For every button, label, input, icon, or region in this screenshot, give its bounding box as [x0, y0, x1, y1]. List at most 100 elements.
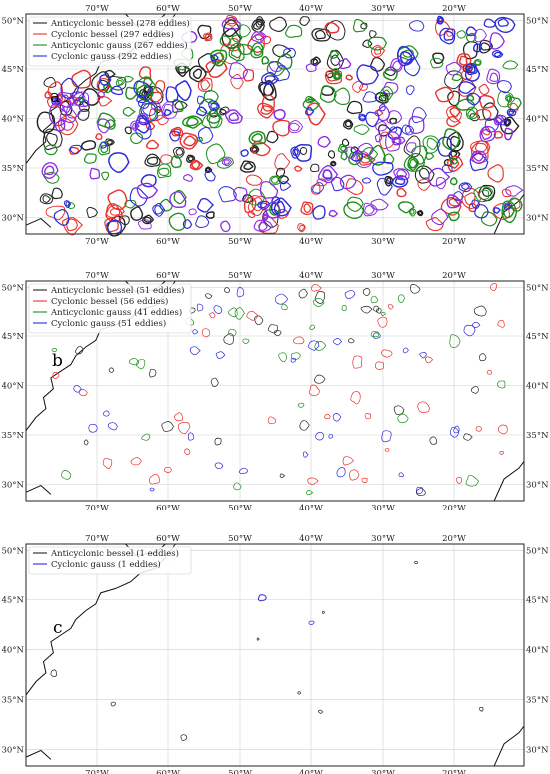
- eddy-overlap-purple: [445, 61, 462, 76]
- legend-label: Cyclonic bessel (56 eddies): [51, 296, 168, 307]
- eddy-anticyclonic-gauss: [44, 144, 58, 156]
- eddy-overlap-purple: [55, 91, 75, 113]
- eddy-cyclonic-bessel: [96, 77, 110, 92]
- eddy-anticyclonic-gauss: [478, 189, 490, 200]
- eddy-overlap-purple: [322, 169, 333, 181]
- y-tick-label: 30°N: [526, 214, 549, 224]
- eddy-anticyclonic-gauss: [266, 60, 286, 77]
- eddy-cyclonic-gauss: [279, 181, 292, 191]
- coastline: [25, 218, 52, 228]
- x-tick-label: 50°W: [228, 534, 252, 544]
- eddy-cyclonic-bessel: [377, 316, 388, 328]
- eddy-anticyclonic-bessel: [224, 287, 231, 294]
- eddy-anticyclonic-gauss: [382, 69, 398, 81]
- y-tick-label: 50°N: [1, 17, 24, 27]
- eddy-cyclonic-bessel: [396, 187, 407, 198]
- eddy-anticyclonic-bessel: [108, 367, 115, 373]
- eddy-cyclonic-gauss: [405, 125, 413, 134]
- eddy-anticyclonic-gauss: [501, 200, 518, 224]
- panel-letter: b: [52, 351, 63, 371]
- eddy-anticyclonic-bessel: [204, 166, 213, 174]
- eddy-cyclonic-bessel: [52, 372, 60, 380]
- eddy-anticyclonic-bessel: [341, 138, 350, 147]
- eddy-overlap-purple: [250, 31, 267, 43]
- eddy-cyclonic-gauss: [308, 620, 315, 625]
- eddy-cyclonic-bessel: [306, 102, 326, 126]
- eddy-overlap-purple: [473, 28, 487, 43]
- eddy-cyclonic-bessel: [174, 412, 183, 422]
- eddy-anticyclonic-gauss: [182, 115, 204, 129]
- eddy-cyclonic-bessel: [417, 401, 430, 413]
- eddy-anticyclonic-bessel: [266, 130, 279, 144]
- eddy-anticyclonic-gauss: [367, 36, 387, 51]
- eddy-cyclonic-gauss: [169, 130, 180, 142]
- eddy-cyclonic-gauss: [387, 126, 403, 140]
- eddy-cyclonic-bessel: [71, 69, 92, 89]
- eddy-cyclonic-gauss: [236, 287, 245, 298]
- eddy-anticyclonic-gauss: [370, 295, 378, 304]
- eddy-cyclonic-bessel: [384, 447, 390, 452]
- eddy-overlap-purple: [486, 68, 501, 85]
- legend-label: Anticyclonic bessel (1 eddies): [50, 548, 179, 559]
- eddy-overlap-purple: [228, 62, 249, 80]
- eddy-cyclonic-bessel: [308, 384, 321, 396]
- y-tick-label: 45°N: [526, 65, 549, 75]
- eddy-overlap-purple: [223, 159, 230, 165]
- eddy-cyclonic-gauss: [257, 594, 267, 602]
- eddy-cyclonic-bessel: [45, 205, 66, 221]
- eddy-cyclonic-gauss: [461, 183, 471, 191]
- eddy-anticyclonic-gauss: [307, 97, 314, 103]
- eddy-overlap-purple: [77, 94, 86, 103]
- eddy-overlap-purple: [357, 142, 375, 157]
- eddy-anticyclonic-bessel: [187, 155, 194, 162]
- eddy-overlap-purple: [220, 220, 231, 233]
- eddy-anticyclonic-gauss: [198, 98, 221, 115]
- map-b-svg: 70°W 70°W 60°W 60°W 50°W 50°W 40°W 40°W 30°W 30°W…: [1, 271, 549, 510]
- eddy-overlap-purple: [370, 198, 389, 211]
- eddy-cyclonic-bessel: [345, 74, 353, 81]
- eddy-cyclonic-gauss: [214, 462, 224, 469]
- eddy-cyclonic-bessel: [267, 416, 277, 425]
- x-tick-label: 30°W: [371, 237, 395, 247]
- eddy-overlap-purple: [258, 221, 268, 231]
- eddy-cyclonic-gauss: [215, 351, 226, 359]
- eddy-anticyclonic-gauss: [285, 24, 303, 38]
- eddy-overlap-purple: [375, 121, 388, 132]
- eddy-cyclonic-gauss: [63, 200, 72, 209]
- eddy-overlap-purple: [405, 142, 417, 153]
- eddy-anticyclonic-bessel: [269, 16, 288, 32]
- eddy-cyclonic-gauss: [100, 141, 108, 149]
- eddy-anticyclonic-bessel: [180, 734, 188, 741]
- eddy-cyclonic-gauss: [506, 108, 517, 117]
- eddy-anticyclonic-gauss: [158, 167, 170, 177]
- eddy-cyclonic-bessel: [57, 114, 79, 136]
- y-tick-label: 50°N: [1, 284, 24, 294]
- x-tick-label: 70°W: [85, 504, 109, 510]
- eddy-overlap-purple: [344, 146, 359, 160]
- eddy-anticyclonic-bessel: [98, 79, 111, 93]
- eddy-anticyclonic-bessel: [254, 315, 264, 325]
- eddy-anticyclonic-gauss: [269, 175, 282, 186]
- eddy-anticyclonic-gauss: [170, 155, 183, 169]
- eddy-cyclonic-bessel: [177, 421, 191, 435]
- eddy-anticyclonic-gauss: [447, 211, 460, 222]
- eddy-anticyclonic-gauss: [467, 109, 477, 118]
- eddy-overlap-purple: [263, 214, 268, 220]
- eddy-anticyclonic-gauss: [379, 86, 394, 102]
- x-tick-label: 60°W: [156, 4, 180, 14]
- eddy-overlap-purple: [224, 109, 243, 124]
- eddy-cyclonic-gauss: [471, 199, 480, 209]
- eddy-cyclonic-bessel: [497, 319, 505, 328]
- eddy-cyclonic-bessel: [461, 187, 482, 210]
- eddy-anticyclonic-gauss: [465, 474, 479, 487]
- y-tick-label: 30°N: [526, 481, 549, 491]
- eddy-cyclonic-bessel: [260, 105, 273, 115]
- eddy-anticyclonic-gauss: [247, 188, 266, 206]
- eddy-overlap-purple: [59, 94, 72, 108]
- eddy-cyclonic-bessel: [464, 192, 476, 206]
- eddy-cyclonic-bessel: [107, 189, 128, 211]
- eddy-anticyclonic-gauss: [407, 157, 420, 169]
- eddy-cyclonic-gauss: [381, 430, 392, 443]
- y-tick-label: 40°N: [526, 115, 549, 125]
- eddy-cyclonic-gauss: [452, 191, 464, 201]
